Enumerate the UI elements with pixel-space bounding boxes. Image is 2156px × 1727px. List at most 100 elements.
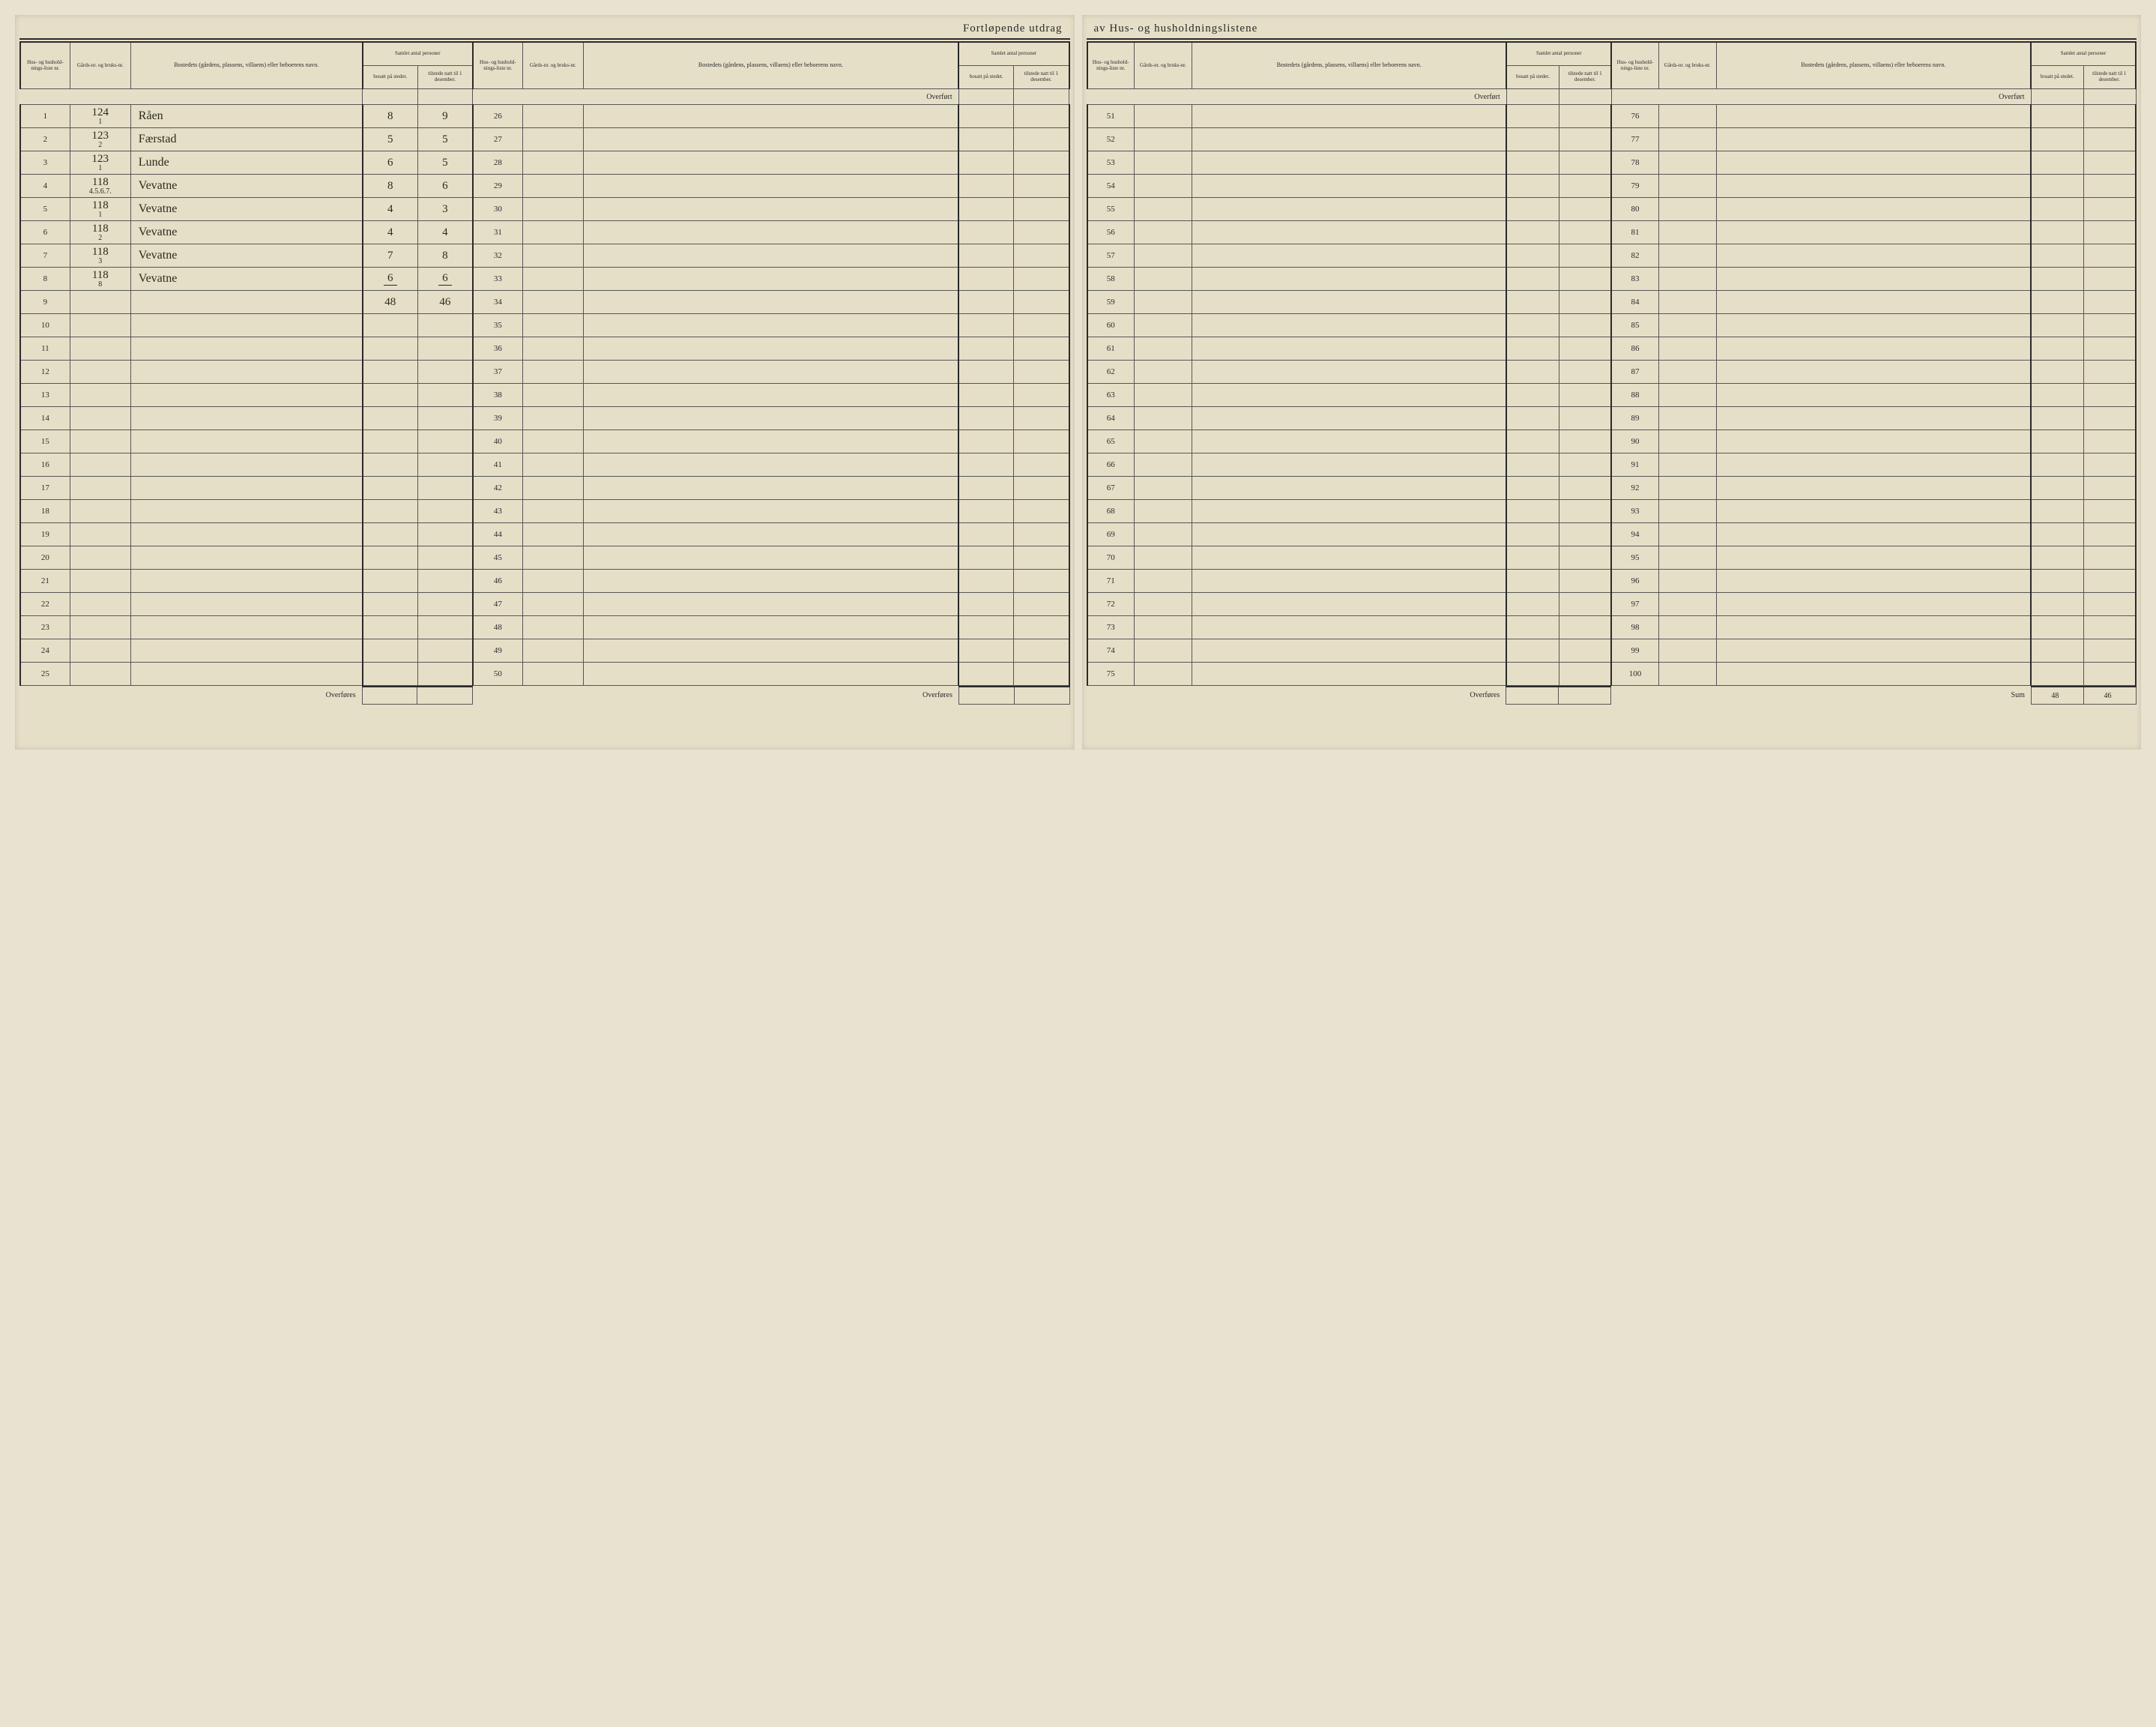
row-number: 25 xyxy=(20,663,70,686)
row-number: 8 xyxy=(20,268,70,291)
name-cell xyxy=(1716,361,2031,384)
row-number: 9 xyxy=(20,291,70,314)
table-row: 6085 xyxy=(1087,314,2137,337)
row-number: 3 xyxy=(20,151,70,175)
gards-cell xyxy=(1134,291,1192,314)
tilstede-cell xyxy=(1014,616,1069,639)
bosatt-cell xyxy=(2031,593,2083,616)
gards-cell xyxy=(522,430,583,453)
bosatt-cell xyxy=(958,361,1014,384)
tilstede-cell xyxy=(1014,639,1069,663)
table-header: Hus- og hushold-nings-liste nr. Gårds-nr… xyxy=(20,42,1069,89)
row-number: 5 xyxy=(20,198,70,221)
table-row: 41184.5.6.7.Vevatne8629 xyxy=(20,175,1069,198)
hdr-hus-2: Hus- og hushold-nings-liste nr. xyxy=(1611,42,1658,89)
gards-cell xyxy=(522,361,583,384)
tilstede-cell xyxy=(417,593,473,616)
bosatt-cell xyxy=(958,314,1014,337)
row-number: 42 xyxy=(473,477,522,500)
tilstede-cell xyxy=(2083,268,2136,291)
tilstede-cell xyxy=(1014,291,1069,314)
tilstede-cell xyxy=(2083,175,2136,198)
row-number: 80 xyxy=(1611,198,1658,221)
row-number: 49 xyxy=(473,639,522,663)
bosatt-cell xyxy=(2031,453,2083,477)
tilstede-cell xyxy=(1014,175,1069,198)
row-number: 92 xyxy=(1611,477,1658,500)
name-cell xyxy=(1716,546,2031,570)
table-row: 11241Råen8926 xyxy=(20,105,1069,128)
bosatt-cell xyxy=(2031,314,2083,337)
gards-cell xyxy=(1658,128,1716,151)
table-row: 6994 xyxy=(1087,523,2137,546)
bosatt-cell xyxy=(958,639,1014,663)
gards-cell: 1183 xyxy=(70,244,130,268)
gards-cell xyxy=(1658,430,1716,453)
row-number: 28 xyxy=(473,151,522,175)
row-number: 100 xyxy=(1611,663,1658,686)
table-row: 6388 xyxy=(1087,384,2137,407)
row-number: 27 xyxy=(473,128,522,151)
tilstede-cell: 8 xyxy=(417,244,473,268)
tilstede-cell xyxy=(2083,314,2136,337)
tilstede-cell xyxy=(1559,244,1611,268)
name-cell xyxy=(1716,291,2031,314)
table-row: 1338 xyxy=(20,384,1069,407)
left-bottom: Overføres Overføres xyxy=(19,686,1070,705)
name-cell xyxy=(1716,407,2031,430)
row-number: 11 xyxy=(20,337,70,361)
name-cell: Vevatne xyxy=(130,244,362,268)
gards-cell xyxy=(522,523,583,546)
gards-cell xyxy=(1134,268,1192,291)
bosatt-cell xyxy=(958,663,1014,686)
row-number: 18 xyxy=(20,500,70,523)
table-row: 7398 xyxy=(1087,616,2137,639)
tilstede-cell xyxy=(1559,384,1611,407)
table-row: 1944 xyxy=(20,523,1069,546)
overfort-row: Overført Overført xyxy=(1087,89,2137,105)
name-cell xyxy=(1192,128,1506,151)
bosatt-cell: 8 xyxy=(363,175,418,198)
bosatt-cell xyxy=(2031,500,2083,523)
row-number: 78 xyxy=(1611,151,1658,175)
row-number: 57 xyxy=(1087,244,1135,268)
tilstede-cell xyxy=(1559,663,1611,686)
tilstede-cell xyxy=(1559,546,1611,570)
bosatt-cell xyxy=(958,477,1014,500)
row-number: 43 xyxy=(473,500,522,523)
bosatt-cell xyxy=(2031,291,2083,314)
row-number: 74 xyxy=(1087,639,1135,663)
gards-cell xyxy=(70,500,130,523)
row-number: 58 xyxy=(1087,268,1135,291)
name-cell xyxy=(583,151,958,175)
bosatt-cell xyxy=(2031,244,2083,268)
tilstede-cell xyxy=(1014,384,1069,407)
row-number: 77 xyxy=(1611,128,1658,151)
gards-cell xyxy=(522,384,583,407)
tilstede-cell: 46 xyxy=(417,291,473,314)
tilstede-cell xyxy=(417,546,473,570)
name-cell xyxy=(1192,337,1506,361)
row-number: 86 xyxy=(1611,337,1658,361)
row-number: 59 xyxy=(1087,291,1135,314)
tilstede-cell xyxy=(1014,546,1069,570)
tilstede-cell xyxy=(2083,407,2136,430)
gards-cell xyxy=(1658,291,1716,314)
hdr-gards: Gårds-nr. og bruks-nr. xyxy=(1134,42,1192,89)
row-number: 66 xyxy=(1087,453,1135,477)
right-page: av Hus- og husholdningslistene Hus- og h… xyxy=(1082,15,2142,750)
tilstede-cell xyxy=(1559,268,1611,291)
row-number: 94 xyxy=(1611,523,1658,546)
gards-cell xyxy=(522,477,583,500)
row-number: 47 xyxy=(473,593,522,616)
tilstede-cell: 5 xyxy=(417,128,473,151)
row-number: 32 xyxy=(473,244,522,268)
tilstede-cell xyxy=(1559,337,1611,361)
sum-bosatt: 48 xyxy=(2031,687,2083,705)
row-number: 60 xyxy=(1087,314,1135,337)
gards-cell xyxy=(1134,337,1192,361)
table-row: 6893 xyxy=(1087,500,2137,523)
name-cell xyxy=(1192,477,1506,500)
row-number: 34 xyxy=(473,291,522,314)
name-cell xyxy=(583,430,958,453)
